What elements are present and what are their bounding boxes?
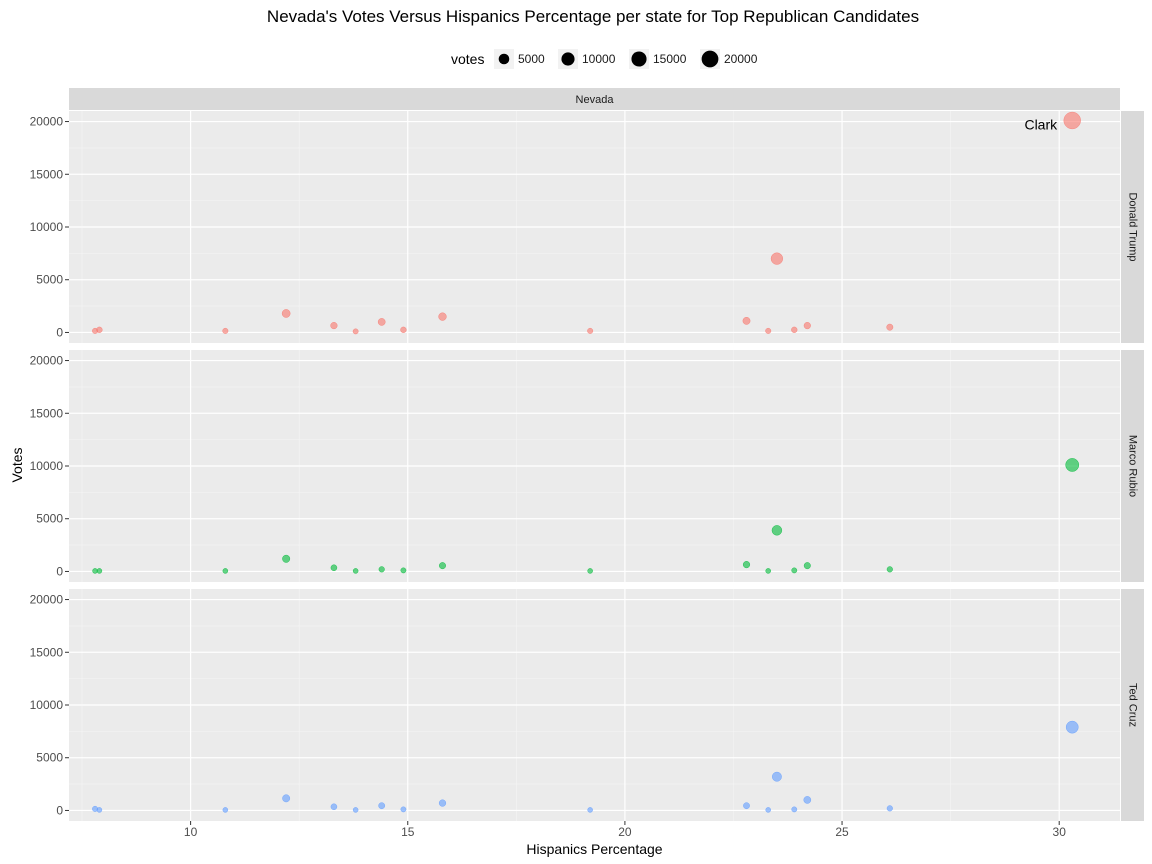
y-tick-label: 5000 bbox=[36, 512, 63, 526]
facet-row-strip bbox=[1121, 111, 1144, 343]
data-point bbox=[743, 802, 750, 810]
data-point bbox=[803, 562, 811, 570]
y-tick-label: 10000 bbox=[30, 698, 64, 712]
panel-donald-trump: 0 5000 10000 15000 20000 Donald Trump bbox=[30, 111, 1144, 343]
data-point bbox=[886, 323, 894, 331]
data-point bbox=[1065, 458, 1080, 472]
data-point bbox=[400, 326, 407, 333]
data-point bbox=[281, 309, 291, 318]
data-point bbox=[282, 794, 291, 803]
facet-row-label: Marco Rubio bbox=[1127, 435, 1139, 497]
data-point bbox=[1063, 111, 1081, 130]
data-point bbox=[803, 796, 812, 804]
y-tick-label: 0 bbox=[56, 803, 63, 817]
legend-key-point bbox=[498, 53, 510, 65]
x-tick-label: 25 bbox=[835, 825, 849, 839]
y-tick-label: 10000 bbox=[30, 459, 64, 473]
y-tick-label: 20000 bbox=[30, 115, 64, 129]
x-tick-label: 20 bbox=[618, 825, 632, 839]
data-point bbox=[330, 322, 338, 330]
data-point bbox=[742, 561, 751, 569]
data-point bbox=[378, 566, 385, 573]
facet-row-strip bbox=[1121, 350, 1144, 582]
data-point bbox=[96, 568, 103, 574]
legend-key-point bbox=[631, 51, 647, 67]
y-axis-title: Votes bbox=[9, 447, 25, 482]
facet-column-strip bbox=[69, 88, 1120, 110]
data-point bbox=[282, 554, 291, 563]
y-tick-label: 15000 bbox=[30, 167, 64, 181]
size-legend: votes 5000 10000 15000 20000 bbox=[451, 49, 758, 69]
panel-ted-cruz: 0 5000 10000 15000 20000 Ted Cruz bbox=[30, 589, 1144, 821]
x-axis-title: Hispanics Percentage bbox=[526, 841, 662, 857]
data-point bbox=[330, 803, 338, 811]
x-tick-label: 10 bbox=[184, 825, 198, 839]
y-tick-label: 20000 bbox=[30, 593, 64, 607]
data-point bbox=[886, 566, 893, 573]
data-point bbox=[96, 326, 103, 333]
y-tick-label: 5000 bbox=[36, 751, 63, 765]
data-point bbox=[587, 568, 593, 574]
x-axis: 10 15 20 25 30 bbox=[184, 821, 1066, 839]
data-point bbox=[352, 328, 359, 335]
data-point bbox=[352, 807, 359, 813]
data-point bbox=[438, 312, 447, 321]
data-point bbox=[770, 252, 784, 265]
y-tick-label: 20000 bbox=[30, 354, 64, 368]
data-point bbox=[765, 568, 771, 574]
facet-row-strip bbox=[1121, 589, 1144, 821]
panel-marco-rubio: 0 5000 10000 15000 20000 Marco Rubio bbox=[30, 350, 1144, 582]
data-point bbox=[765, 327, 772, 334]
data-point bbox=[438, 799, 447, 807]
legend-label: 10000 bbox=[582, 52, 616, 66]
legend-title: votes bbox=[451, 51, 484, 67]
data-point bbox=[742, 316, 751, 325]
chart-title: Nevada's Votes Versus Hispanics Percenta… bbox=[267, 7, 919, 26]
data-point bbox=[222, 568, 229, 574]
facet-strips: Nevada bbox=[69, 88, 1120, 110]
legend-label: 15000 bbox=[653, 52, 687, 66]
facet-row-label: Ted Cruz bbox=[1127, 683, 1139, 727]
data-point bbox=[886, 805, 893, 812]
y-tick-label: 15000 bbox=[30, 645, 64, 659]
data-point bbox=[400, 806, 407, 813]
legend-key-point bbox=[561, 52, 575, 66]
data-point bbox=[400, 567, 407, 574]
data-point bbox=[352, 568, 359, 574]
data-point bbox=[765, 807, 771, 813]
y-tick-label: 0 bbox=[56, 564, 63, 578]
data-point bbox=[378, 802, 386, 810]
data-point bbox=[771, 525, 783, 536]
data-point bbox=[1065, 720, 1079, 734]
facet-column-label: Nevada bbox=[576, 94, 615, 106]
x-tick-label: 15 bbox=[401, 825, 415, 839]
y-tick-label: 10000 bbox=[30, 220, 64, 234]
legend-label: 20000 bbox=[724, 52, 758, 66]
data-point bbox=[222, 807, 229, 813]
legend-label: 5000 bbox=[518, 52, 545, 66]
annotation-label: Clark bbox=[1024, 117, 1058, 133]
facet-row-label: Donald Trump bbox=[1127, 192, 1139, 261]
legend-key-point bbox=[701, 50, 719, 68]
data-point bbox=[330, 564, 338, 572]
y-tick-label: 0 bbox=[56, 325, 63, 339]
x-tick-label: 30 bbox=[1053, 825, 1067, 839]
y-tick-label: 5000 bbox=[36, 273, 63, 287]
data-point bbox=[587, 807, 593, 813]
data-point bbox=[439, 562, 446, 570]
facet-panels: 0 5000 10000 15000 20000 Donald Trump 0 5000 100… bbox=[30, 111, 1144, 821]
data-point bbox=[791, 567, 798, 574]
data-point bbox=[791, 806, 798, 813]
data-point bbox=[791, 326, 798, 333]
data-point bbox=[587, 327, 594, 334]
data-point bbox=[96, 807, 103, 813]
y-tick-label: 15000 bbox=[30, 406, 64, 420]
data-point bbox=[222, 327, 229, 334]
data-point bbox=[803, 322, 811, 330]
data-point bbox=[377, 318, 386, 326]
data-point bbox=[771, 771, 782, 782]
